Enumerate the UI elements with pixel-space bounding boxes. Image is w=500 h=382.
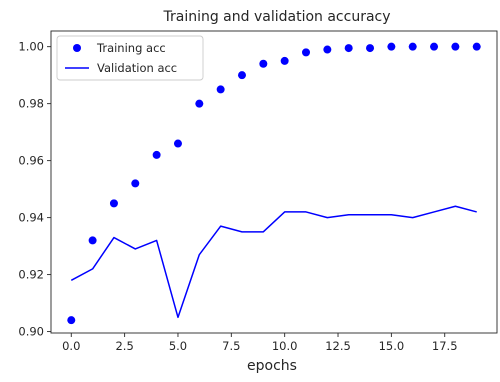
x-tick-label: 12.5 — [325, 339, 351, 353]
training-acc-legend-label: Training acc — [96, 41, 166, 55]
training-acc-point — [152, 150, 161, 159]
training-acc-point — [195, 99, 204, 108]
validation-acc-line — [70, 205, 477, 319]
training-acc-point — [302, 48, 311, 57]
training-acc-point — [237, 71, 246, 80]
training-acc-point — [259, 59, 268, 68]
y-tick-label: 0.90 — [18, 325, 44, 339]
legend-box — [56, 35, 204, 81]
training-acc-point — [131, 179, 140, 188]
training-acc-point — [216, 85, 225, 94]
training-acc-point — [344, 44, 353, 53]
training-acc-point — [109, 199, 118, 208]
y-tick-label: 0.98 — [18, 97, 44, 111]
x-tick-label: 7.5 — [222, 339, 240, 353]
x-tick-label: 15.0 — [379, 339, 405, 353]
training-acc-point — [280, 56, 289, 65]
training-acc-point — [430, 42, 439, 51]
x-tick-label: 0.0 — [62, 339, 80, 353]
training-acc-point — [472, 42, 481, 51]
training-acc-point — [173, 139, 182, 148]
x-axis-label: epochs — [247, 358, 297, 374]
x-tick-label: 2.5 — [115, 339, 133, 353]
plot-frame — [50, 30, 498, 334]
training-acc-point — [323, 45, 332, 54]
training-acc-legend-swatch — [73, 44, 81, 52]
training-acc-point — [67, 316, 76, 325]
training-acc-point — [451, 42, 460, 51]
y-tick-label: 1.00 — [18, 40, 44, 54]
training-acc-point — [88, 236, 97, 245]
training-acc-point — [387, 42, 396, 51]
y-tick-label: 0.94 — [18, 211, 44, 225]
x-tick-label: 17.5 — [432, 339, 458, 353]
training-acc-point — [408, 42, 417, 51]
training-acc-point — [366, 44, 375, 53]
validation-acc-legend-label: Validation acc — [97, 61, 177, 75]
x-tick-label: 5.0 — [169, 339, 187, 353]
chart-title: Training and validation accuracy — [162, 9, 390, 25]
x-tick-label: 10.0 — [272, 339, 298, 353]
y-tick-label: 0.92 — [18, 268, 44, 282]
plot-area: 0.0 2.5 5.0 7.5 10.0 12.5 15.0 17.5 0.90 0.92 0.94… — [18, 30, 498, 353]
y-tick-label: 0.96 — [18, 154, 44, 168]
